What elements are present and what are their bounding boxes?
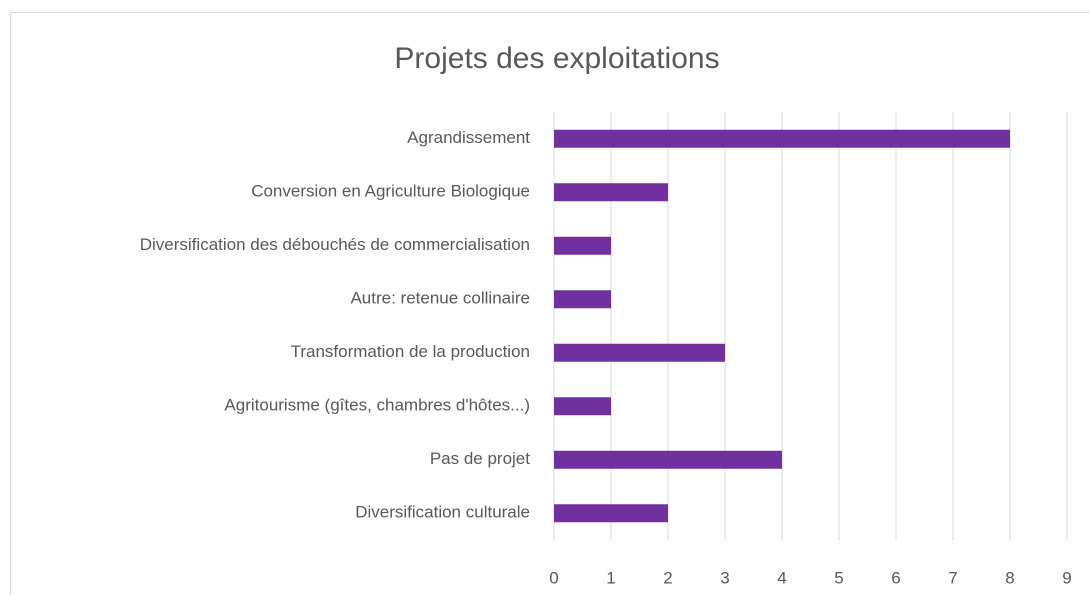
y-tick-label: Autre: retenue collinaire (350, 289, 530, 308)
chart-title: Projets des exploitations (394, 42, 719, 75)
bar (554, 450, 782, 469)
bar (554, 183, 668, 202)
chart-border (10, 12, 1089, 595)
x-tick-label: 8 (1005, 568, 1014, 587)
x-tick-label: 3 (720, 568, 729, 587)
x-tick-label: 9 (1062, 568, 1071, 587)
x-tick-label: 1 (606, 568, 615, 587)
bar (554, 236, 611, 255)
y-tick-label: Diversification des débouchés de commerc… (140, 235, 530, 254)
x-tick-label: 5 (834, 568, 843, 587)
y-tick-label: Conversion en Agriculture Biologique (251, 182, 530, 201)
x-tick-label: 7 (948, 568, 957, 587)
bar (554, 343, 725, 362)
y-tick-label: Diversification culturale (355, 503, 530, 522)
x-tick-label: 4 (777, 568, 786, 587)
y-tick-label: Pas de projet (430, 449, 530, 468)
x-tick-label: 0 (549, 568, 558, 587)
bar (554, 397, 611, 416)
x-tick-label: 2 (663, 568, 672, 587)
y-tick-label: Agrandissement (407, 128, 530, 147)
y-tick-label: Transformation de la production (291, 342, 530, 361)
bar (554, 504, 668, 523)
x-tick-label: 6 (891, 568, 900, 587)
bar (554, 290, 611, 309)
y-tick-label: Agritourisme (gîtes, chambres d'hôtes...… (224, 396, 530, 415)
bar (554, 129, 1010, 148)
